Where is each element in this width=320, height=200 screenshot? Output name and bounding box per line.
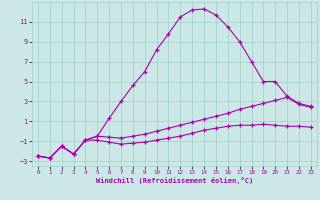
X-axis label: Windchill (Refroidissement éolien,°C): Windchill (Refroidissement éolien,°C) — [96, 177, 253, 184]
